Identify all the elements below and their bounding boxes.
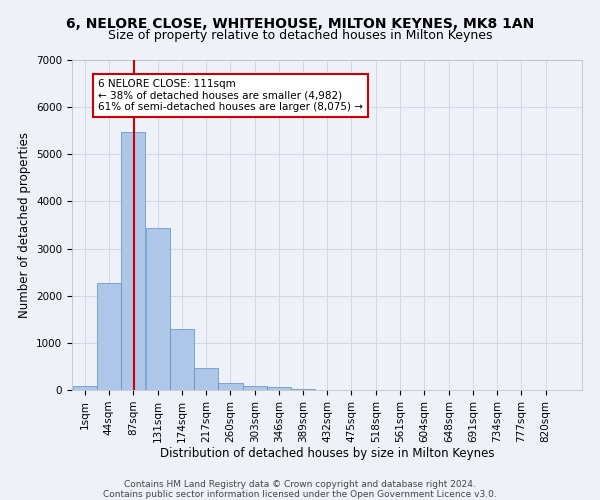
Bar xyxy=(218,382,242,390)
Bar xyxy=(242,386,267,390)
Bar xyxy=(170,328,194,390)
Bar xyxy=(194,368,218,390)
Bar xyxy=(291,388,315,390)
Bar xyxy=(121,132,145,390)
Bar xyxy=(146,228,170,390)
Bar xyxy=(73,386,97,390)
Text: 6, NELORE CLOSE, WHITEHOUSE, MILTON KEYNES, MK8 1AN: 6, NELORE CLOSE, WHITEHOUSE, MILTON KEYN… xyxy=(66,18,534,32)
Bar xyxy=(97,283,121,390)
Bar xyxy=(267,388,291,390)
Text: Size of property relative to detached houses in Milton Keynes: Size of property relative to detached ho… xyxy=(108,29,492,42)
X-axis label: Distribution of detached houses by size in Milton Keynes: Distribution of detached houses by size … xyxy=(160,448,494,460)
Text: Contains HM Land Registry data © Crown copyright and database right 2024.
Contai: Contains HM Land Registry data © Crown c… xyxy=(103,480,497,499)
Y-axis label: Number of detached properties: Number of detached properties xyxy=(17,132,31,318)
Text: 6 NELORE CLOSE: 111sqm
← 38% of detached houses are smaller (4,982)
61% of semi-: 6 NELORE CLOSE: 111sqm ← 38% of detached… xyxy=(98,79,363,112)
